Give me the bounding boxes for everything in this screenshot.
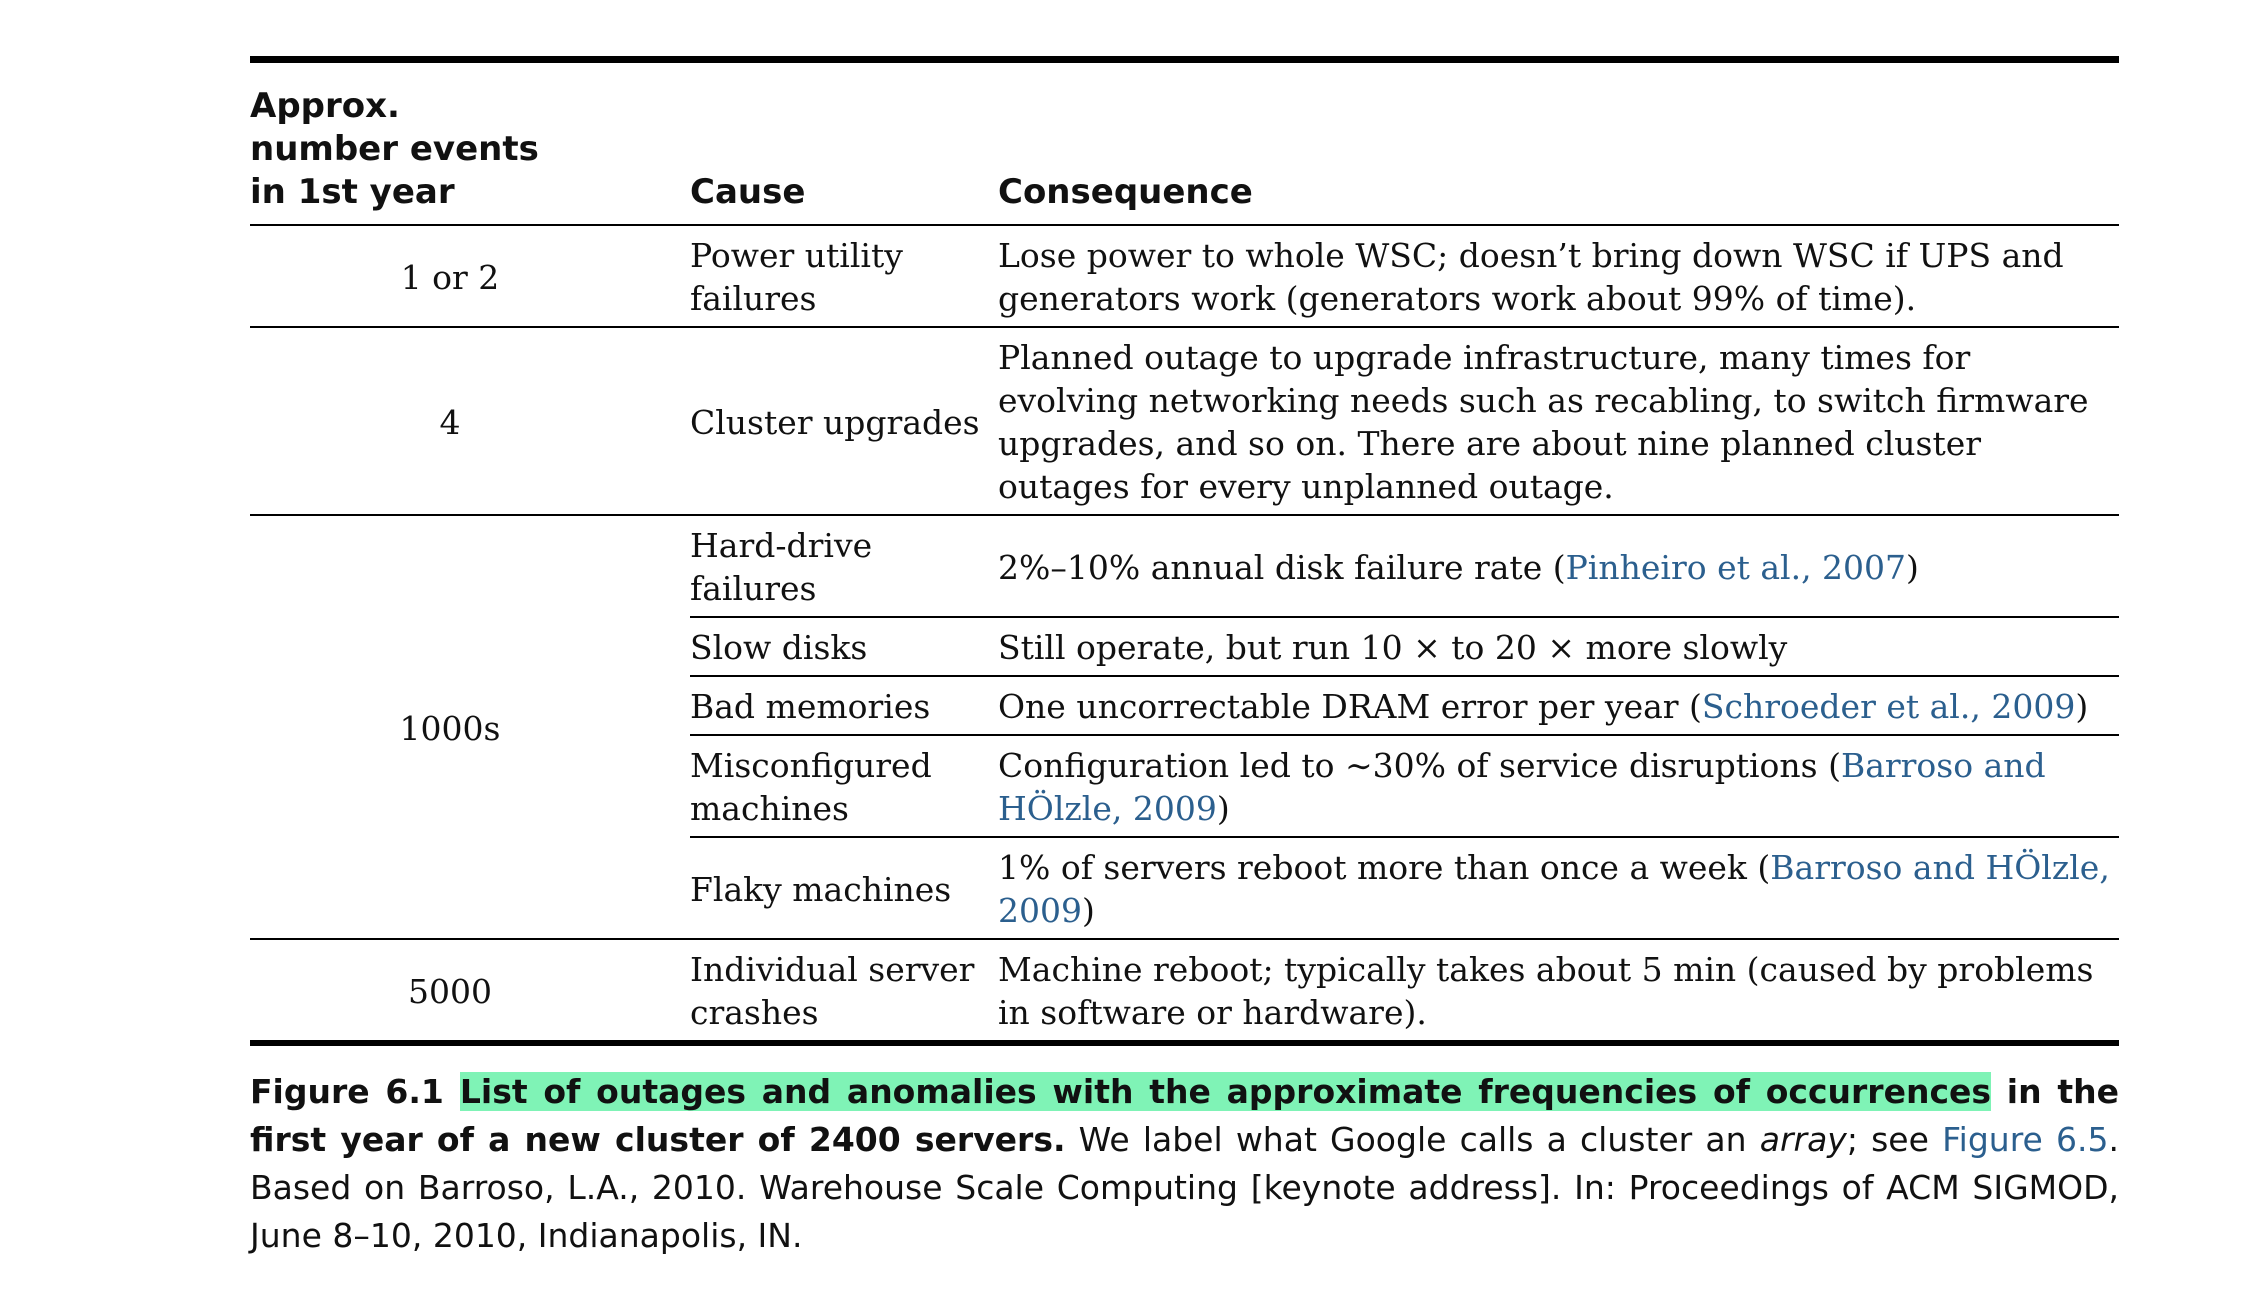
consequence-text: 2%–10% annual disk failure rate ( [998, 547, 1566, 587]
table-row: Flaky machines 1% of servers reboot more… [250, 837, 2119, 940]
outages-table: Approx. number events in 1st year Cause … [250, 56, 2119, 1046]
cause-cell: Individual server crashes [690, 950, 975, 1032]
citation-link[interactable]: Barroso and HÖlzle, 2009 [998, 848, 2110, 930]
consequence-cell: Planned outage to upgrade infrastructure… [998, 327, 2119, 516]
consequence-cell: Machine reboot; typically takes about 5 … [998, 950, 2094, 1032]
consequence-cell: 2%–10% annual disk failure rate (Pinheir… [998, 515, 2119, 618]
cause-cell: Misconfigured machines [690, 735, 998, 838]
table-header-row: Approx. number events in 1st year Cause … [250, 59, 2119, 226]
table-row: 5000 Individual server crashes Machine r… [250, 939, 2119, 1043]
figure-label: Figure 6.1 [250, 1072, 444, 1111]
cause-cell: Slow disks [690, 617, 998, 677]
consequence-tail: ) [1081, 891, 1095, 930]
consequence-text: Configuration led to ∼30% of service dis… [998, 746, 1841, 785]
consequence-cell: Lose power to whole WSC; doesn’t bring d… [998, 225, 2119, 328]
caption-text: We label what Google calls a cluster an [1065, 1120, 1760, 1159]
consequence-cell: Configuration led to ∼30% of service dis… [998, 735, 2119, 838]
citation-link[interactable]: Pinheiro et al., 2007 [1565, 547, 1907, 587]
figure-caption: Figure 6.1 List of outages and anomalies … [250, 1068, 2119, 1260]
highlighted-text: List of outages and anomalies with the a… [459, 1072, 1992, 1111]
consequence-cell: Still operate, but run 10 × to 20 × more… [998, 617, 2119, 677]
citation-link[interactable]: Schroeder et al., 2009 [1701, 687, 2076, 726]
caption-italic-term: array [1759, 1120, 1847, 1159]
consequence-tail: ) [1216, 789, 1230, 828]
consequence-text: One uncorrectable DRAM error per year ( [998, 687, 1702, 726]
figure-reference-link[interactable]: Figure 6.5 [1942, 1120, 2109, 1159]
header-consequence: Consequence [998, 59, 2119, 226]
table-row: 1 or 2 Power utility failures Lose power… [250, 225, 2119, 328]
cause-cell: Hard-drive failures [690, 515, 998, 618]
freq-cell: 1 or 2 [250, 225, 690, 328]
freq-cell: 1000s [250, 515, 690, 940]
cause-cell: Flaky machines [690, 837, 998, 940]
cause-cell: Bad memories [690, 676, 998, 736]
table-row: 1000s Hard-drive failures 2%–10% annual … [250, 515, 2119, 940]
table-row: Misconfigured machines Configuration led… [250, 735, 2119, 838]
cause-cell: Power utility failures [690, 225, 998, 328]
consequence-tail: ) [2075, 687, 2089, 726]
table-row: 4 Cluster upgrades Planned outage to upg… [250, 327, 2119, 516]
table-row: Bad memories One uncorrectable DRAM erro… [250, 676, 2119, 736]
header-freq: Approx. number events in 1st year [250, 59, 690, 226]
cause-cell: Cluster upgrades [690, 327, 998, 516]
table-row: Slow disks Still operate, but run 10 × t… [250, 617, 2119, 677]
freq-cell: 5000 [408, 971, 492, 1011]
consequence-cell: One uncorrectable DRAM error per year (S… [998, 676, 2119, 736]
paper-page: Approx. number events in 1st year Cause … [250, 56, 2119, 1293]
consequence-text: 1% of servers reboot more than once a we… [998, 848, 1771, 887]
consequence-cell: 1% of servers reboot more than once a we… [998, 837, 2119, 940]
caption-text: ; see [1846, 1120, 1943, 1159]
header-cause: Cause [690, 59, 998, 226]
citation-link[interactable]: Barroso and HÖlzle, 2009 [998, 746, 2046, 828]
consequence-tail: ) [1906, 547, 1919, 587]
freq-cell: 4 [250, 327, 690, 516]
caption-bold-text: in the first year of a new cluster of 24… [250, 1072, 2120, 1159]
